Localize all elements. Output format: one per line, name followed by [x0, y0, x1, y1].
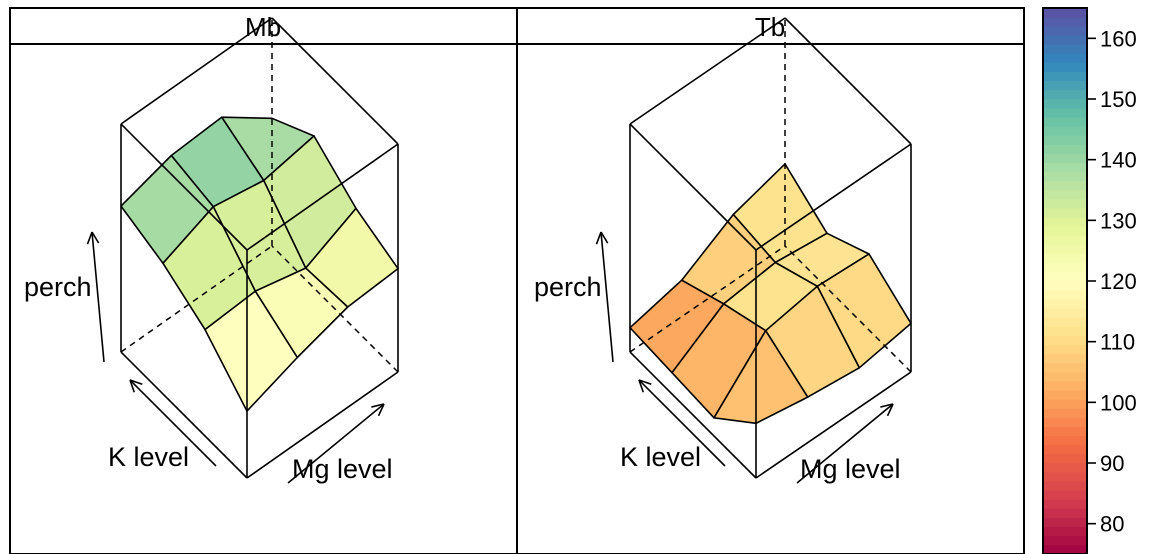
panel-mb-surface: [121, 117, 398, 411]
panel-mb-y-label: Mg level: [292, 454, 393, 484]
colorkey-swatch: [1043, 390, 1087, 400]
colorkey-swatch: [1043, 372, 1087, 382]
colorkey-swatch: [1043, 90, 1087, 100]
colorkey-swatch: [1043, 217, 1087, 227]
colorkey-swatch: [1043, 381, 1087, 391]
colorkey-swatch: [1043, 326, 1087, 336]
colorkey-swatch: [1043, 144, 1087, 154]
colorkey-tick-label: 130: [1100, 208, 1137, 233]
colorkey-swatch: [1043, 481, 1087, 491]
colorkey-swatch: [1043, 135, 1087, 145]
colorkey-swatch: [1043, 408, 1087, 418]
colorkey-swatch: [1043, 162, 1087, 172]
colorkey-swatch: [1043, 499, 1087, 509]
colorkey-swatch: [1043, 354, 1087, 364]
colorkey-swatch: [1043, 17, 1087, 27]
panel-tb: Tb perch K level Mg level: [517, 8, 1024, 554]
colorkey-swatch: [1043, 35, 1087, 45]
colorkey-swatch: [1043, 199, 1087, 209]
colorkey-swatch: [1043, 81, 1087, 91]
panel-tb-y-label: Mg level: [800, 454, 901, 484]
colorkey-tick-label: 160: [1100, 26, 1137, 51]
panel-mb-x-label: K level: [108, 442, 189, 472]
colorkey: 80 90 100 110 120 130 140 150 160: [1043, 8, 1137, 554]
colorkey-swatch: [1043, 153, 1087, 163]
colorkey-tick-label: 80: [1100, 512, 1124, 537]
panel-mb-strip-label: Mb: [245, 12, 281, 42]
colorkey-swatch: [1043, 126, 1087, 136]
colorkey-swatch: [1043, 235, 1087, 245]
colorkey-swatch: [1043, 263, 1087, 273]
colorkey-swatch: [1043, 517, 1087, 527]
colorkey-swatch: [1043, 299, 1087, 309]
colorkey-swatch: [1043, 281, 1087, 291]
colorkey-swatch: [1043, 317, 1087, 327]
colorkey-swatch: [1043, 8, 1087, 18]
colorkey-swatch: [1043, 536, 1087, 546]
colorkey-swatch: [1043, 399, 1087, 409]
colorkey-swatch: [1043, 244, 1087, 254]
colorkey-swatch: [1043, 363, 1087, 373]
colorkey-swatch: [1043, 335, 1087, 345]
colorkey-swatch: [1043, 490, 1087, 500]
panel-tb-surface: [630, 164, 911, 423]
colorkey-tick-label: 120: [1100, 269, 1137, 294]
panel-tb-strip-label: Tb: [755, 12, 785, 42]
colorkey-swatch: [1043, 472, 1087, 482]
colorkey-swatch: [1043, 172, 1087, 182]
colorkey-swatch: [1043, 526, 1087, 536]
colorkey-tick-label: 150: [1100, 87, 1137, 112]
colorkey-tick-label: 140: [1100, 148, 1137, 173]
colorkey-swatch: [1043, 508, 1087, 518]
colorkey-swatch: [1043, 426, 1087, 436]
colorkey-tick-label: 100: [1100, 390, 1137, 415]
colorkey-swatch: [1043, 53, 1087, 63]
colorkey-swatch: [1043, 62, 1087, 72]
panel-tb-box-edge: [630, 124, 756, 250]
panel-tb-x-label: K level: [620, 442, 701, 472]
colorkey-swatch: [1043, 208, 1087, 218]
colorkey-swatch: [1043, 308, 1087, 318]
colorkey-swatch: [1043, 181, 1087, 191]
colorkey-swatch: [1043, 463, 1087, 473]
colorkey-swatch: [1043, 26, 1087, 36]
colorkey-swatch: [1043, 445, 1087, 455]
colorkey-swatch: [1043, 344, 1087, 354]
colorkey-tick-label: 90: [1100, 451, 1124, 476]
colorkey-swatch: [1043, 417, 1087, 427]
colorkey-swatch: [1043, 71, 1087, 81]
colorkey-swatch: [1043, 117, 1087, 127]
colorkey-swatch: [1043, 454, 1087, 464]
colorkey-swatch: [1043, 435, 1087, 445]
panel-mb: Mb perch K level Mg level: [10, 8, 517, 554]
colorkey-swatch: [1043, 99, 1087, 109]
colorkey-swatch: [1043, 108, 1087, 118]
colorkey-swatch: [1043, 226, 1087, 236]
colorkey-swatch: [1043, 272, 1087, 282]
colorkey-swatch: [1043, 44, 1087, 54]
colorkey-swatch: [1043, 190, 1087, 200]
panel-mb-z-label: perch: [24, 272, 92, 302]
colorkey-swatch: [1043, 253, 1087, 263]
colorkey-swatch: [1043, 545, 1087, 554]
colorkey-swatch: [1043, 290, 1087, 300]
colorkey-tick-label: 110: [1100, 330, 1135, 355]
panel-tb-z-label: perch: [534, 272, 602, 302]
